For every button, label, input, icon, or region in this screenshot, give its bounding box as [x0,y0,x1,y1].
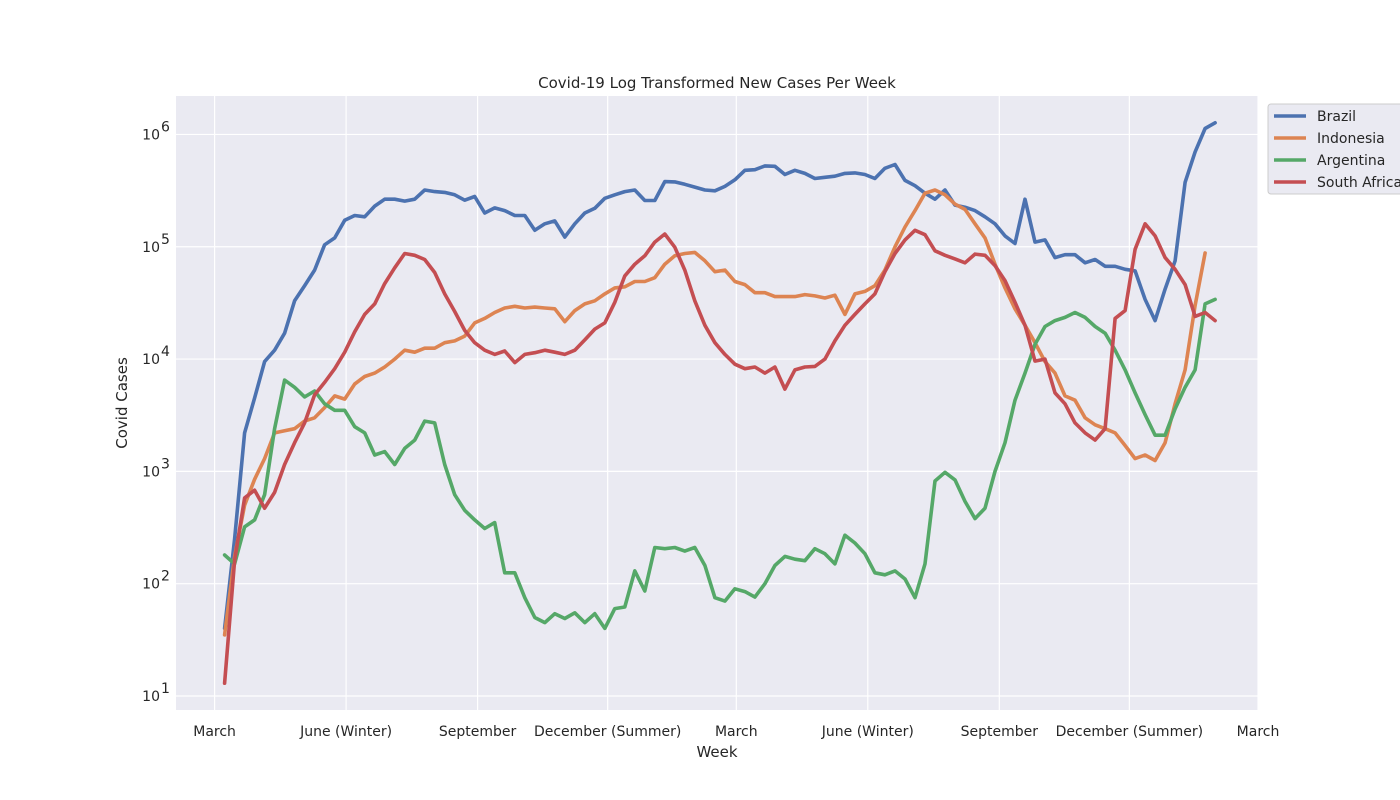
y-tick-label: 10 [142,577,160,593]
x-tick-label: March [715,724,758,740]
y-tick-label: 10 [142,689,160,705]
legend-label-south-africa: South Africa [1317,175,1400,191]
legend-frame [1267,103,1400,195]
x-tick-label: June (Winter) [821,724,914,740]
x-tick-label: September [439,724,517,740]
legend-label-indonesia: Indonesia [1317,131,1385,147]
series-line-argentina [222,297,1217,631]
x-tick-label: December (Summer) [534,724,681,740]
y-tick-exponent: 6 [161,119,170,135]
x-tick-label: March [193,724,236,740]
x-axis-label: Week [696,743,737,761]
y-tick-exponent: 1 [161,681,170,697]
y-tick-exponent: 4 [161,344,170,360]
y-tick-exponent: 2 [161,569,170,585]
series-layer [222,121,1217,686]
y-tick-exponent: 3 [161,456,170,472]
y-tick-label: 10 [142,464,160,480]
legend-label-argentina: Argentina [1317,153,1385,169]
legend-label-brazil: Brazil [1317,109,1356,125]
series-line-brazil [222,121,1217,631]
x-tick-label: March [1237,724,1280,740]
x-tick-labels: March June (Winter) September December (Sum… [193,724,1279,740]
y-tick-label: 10 [142,352,160,368]
grid-y [176,133,1258,697]
y-tick-label: 10 [142,240,160,256]
chart-title: Covid-19 Log Transformed New Cases Per W… [538,74,896,92]
x-tick-label: December (Summer) [1056,724,1203,740]
legend: Brazil Indonesia Argentina South Africa [1267,103,1400,195]
y-tick-exponent: 5 [161,232,170,248]
x-tick-label: September [961,724,1039,740]
series-line-south-africa [222,222,1217,686]
y-tick-label: 10 [142,127,160,143]
x-tick-label: June (Winter) [299,724,392,740]
series-line-indonesia [222,188,1207,637]
y-axis-label: Covid Cases [113,357,131,449]
